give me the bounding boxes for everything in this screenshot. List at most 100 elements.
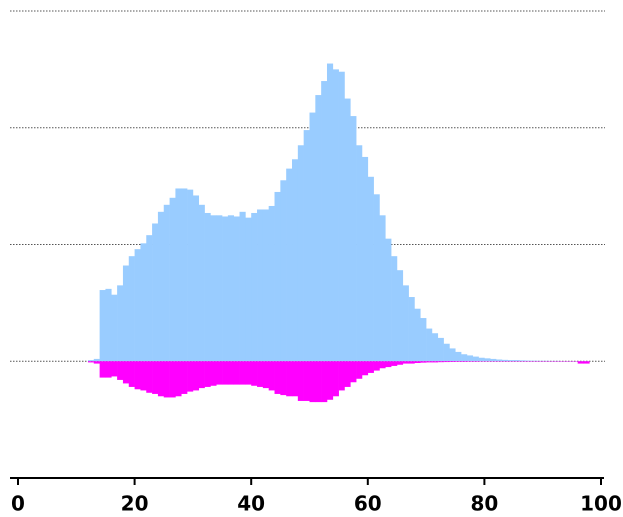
- histogram-bar: [87, 360, 95, 362]
- histogram-bar: [472, 356, 479, 362]
- histogram-bar: [157, 211, 165, 362]
- histogram-bar: [484, 358, 491, 362]
- histogram-bar: [385, 361, 392, 368]
- histogram-bar: [315, 95, 322, 362]
- histogram-bar: [350, 361, 357, 383]
- histogram-bar: [466, 355, 474, 362]
- histogram-bar: [402, 361, 409, 364]
- histogram-bar: [163, 361, 170, 398]
- histogram-bar: [402, 285, 409, 362]
- histogram-bar: [420, 361, 427, 363]
- histogram-bar: [122, 361, 130, 384]
- histogram-bar: [455, 361, 462, 362]
- histogram-bar: [437, 337, 444, 362]
- histogram-bar: [140, 243, 147, 362]
- histogram-bar: [146, 361, 153, 393]
- histogram-bar: [338, 361, 345, 391]
- histogram-bar: [257, 209, 264, 362]
- histogram-bar: [105, 361, 112, 378]
- histogram-bar: [216, 215, 223, 362]
- histogram-bar: [227, 215, 235, 362]
- histogram-bar: [443, 361, 450, 363]
- histogram-bar: [367, 176, 374, 362]
- histogram-bar: [169, 361, 176, 398]
- histogram-bar: [321, 361, 328, 403]
- histogram-bar: [134, 249, 141, 362]
- histogram-bar: [373, 194, 380, 362]
- x-tick-label: 60: [354, 492, 382, 516]
- histogram-bar: [577, 361, 584, 364]
- histogram-bar: [350, 116, 357, 362]
- histogram-bar: [233, 216, 240, 362]
- histogram-bar: [239, 211, 246, 362]
- histogram-bar: [361, 156, 369, 362]
- histogram-bar: [408, 361, 415, 364]
- histogram-bar: [373, 361, 380, 371]
- histogram-bar: [187, 189, 194, 362]
- histogram-bar: [385, 238, 392, 362]
- histogram-bar: [175, 361, 182, 397]
- histogram-bar: [274, 191, 281, 362]
- histogram-bar: [286, 168, 293, 362]
- histogram-bar: [443, 343, 450, 362]
- histogram-bar: [326, 63, 334, 362]
- histogram-bar: [187, 361, 194, 392]
- histogram-bar: [233, 361, 240, 385]
- histogram-bar: [198, 204, 205, 362]
- histogram-bar: [326, 361, 334, 400]
- histogram-bar: [117, 285, 124, 362]
- histogram-bar: [315, 361, 322, 403]
- histogram-bar: [431, 361, 439, 363]
- histogram-bar: [455, 351, 462, 362]
- histogram-bar: [449, 348, 456, 362]
- x-tick-label: 100: [580, 492, 622, 516]
- histogram-bar: [490, 358, 497, 362]
- histogram-bar: [321, 81, 328, 362]
- histogram-bar: [99, 361, 106, 378]
- histogram-bar: [531, 360, 538, 362]
- histogram-bar: [169, 197, 176, 362]
- histogram-bar: [332, 69, 339, 362]
- histogram-bar: [198, 361, 205, 389]
- histogram-bar: [344, 361, 351, 387]
- histogram-bar: [478, 357, 485, 362]
- histogram-bar: [367, 361, 374, 373]
- histogram-bar: [297, 361, 304, 401]
- histogram-bar: [93, 358, 100, 362]
- histogram-bar: [309, 361, 316, 403]
- histogram-bar: [111, 294, 118, 362]
- histogram-bar: [181, 188, 188, 362]
- histogram-bar: [146, 235, 153, 362]
- histogram-bar: [163, 204, 170, 362]
- x-tick-label: 80: [470, 492, 498, 516]
- histogram-bar: [274, 361, 281, 394]
- histogram-bar: [222, 216, 229, 362]
- histogram-bar: [286, 361, 293, 397]
- histogram-bar: [117, 361, 124, 380]
- histogram-bar: [192, 195, 200, 362]
- histogram-bar: [128, 256, 135, 362]
- histogram-bar: [204, 361, 211, 387]
- histogram-bar: [496, 359, 503, 362]
- histogram-bar: [140, 361, 147, 391]
- histogram-bar: [408, 297, 415, 362]
- histogram-bar: [239, 361, 246, 385]
- histogram-bar: [414, 361, 421, 364]
- histogram-bar: [437, 361, 444, 363]
- histogram-bar: [507, 360, 514, 362]
- histogram-bar: [332, 361, 339, 397]
- histogram-bar: [210, 361, 217, 386]
- histogram-bar: [449, 361, 456, 362]
- histogram-bar: [111, 361, 118, 377]
- histogram-bar: [396, 361, 404, 365]
- histogram-bar: [280, 180, 287, 362]
- x-tick-label: 40: [237, 492, 265, 516]
- histogram-bar: [356, 361, 363, 379]
- histogram-bar: [222, 361, 229, 385]
- histogram-bar: [262, 209, 269, 362]
- histogram-bar: [420, 318, 427, 362]
- histogram-bar: [181, 361, 188, 394]
- histogram-bar: [461, 361, 468, 362]
- histogram-bar: [461, 354, 468, 362]
